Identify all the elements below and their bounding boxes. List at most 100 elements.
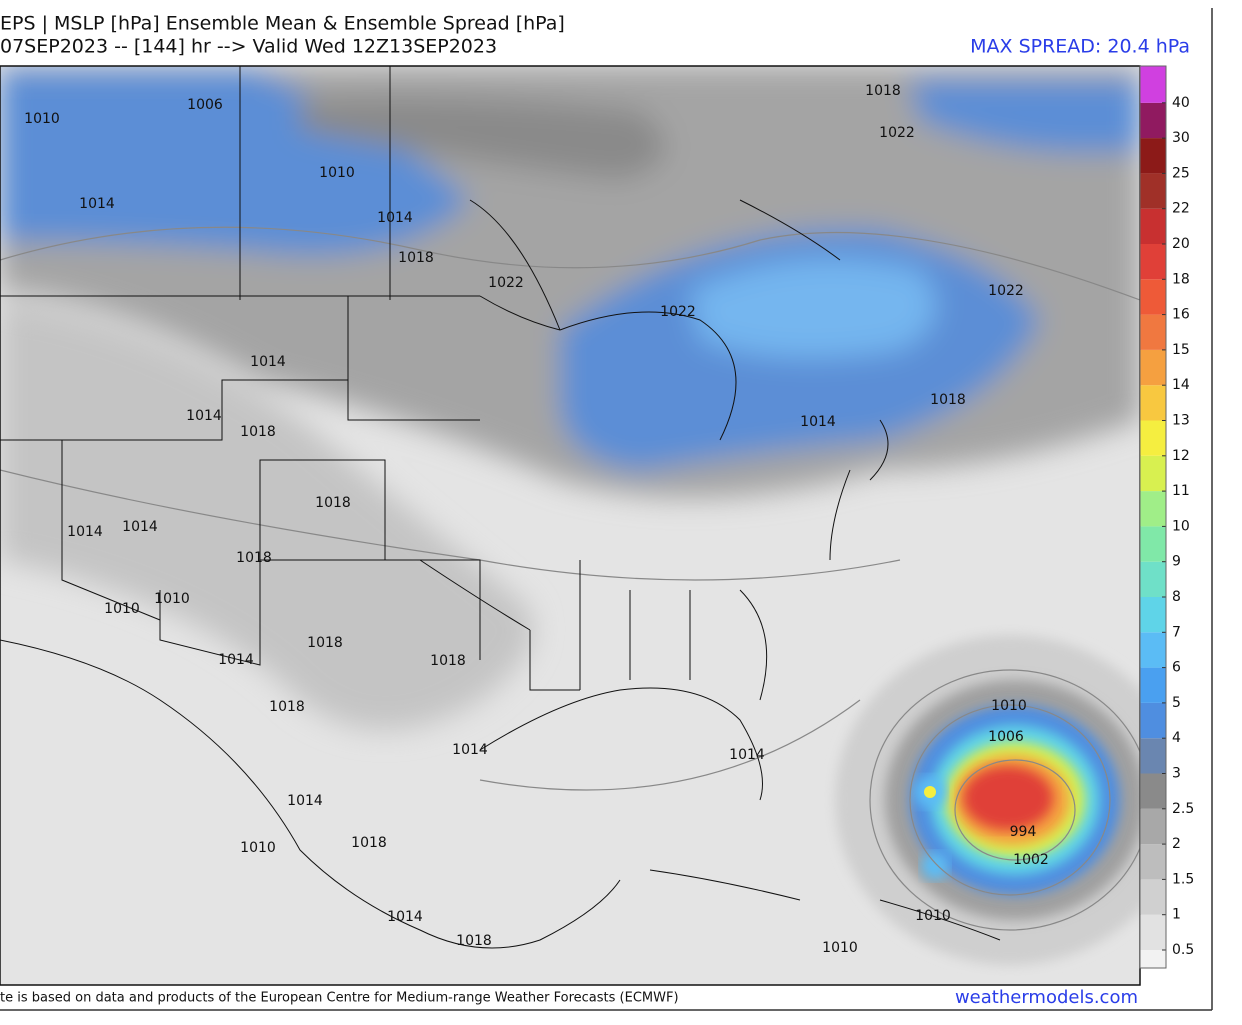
- colorbar-frame: [1139, 65, 1167, 969]
- colorbar-label: 6: [1172, 660, 1181, 676]
- isobar-label: 1010: [104, 601, 140, 617]
- colorbar-band: [1140, 349, 1166, 386]
- map: 1010 1006 1010 1014 1014 1018 1022 1018 …: [0, 66, 1140, 985]
- colorbar-band: [1140, 597, 1166, 633]
- colorbar-label: 0.5: [1172, 942, 1194, 958]
- colorbar-band: [1140, 561, 1166, 597]
- storm-spread: [835, 635, 1140, 965]
- colorbar-label: 3: [1172, 766, 1181, 782]
- max-spread: MAX SPREAD: 20.4 hPa: [970, 36, 1190, 58]
- colorbar-label: 1: [1172, 907, 1181, 923]
- colorbar-label: 5: [1172, 695, 1181, 711]
- title-line1: EPS | MSLP [hPa] Ensemble Mean & Ensembl…: [0, 13, 565, 35]
- colorbar-band: [1140, 279, 1166, 315]
- colorbar-band: [1140, 420, 1166, 456]
- isobar-label: 1010: [319, 165, 355, 181]
- colorbar-label: 1.5: [1172, 871, 1194, 887]
- colorbar-band: [1140, 244, 1166, 280]
- colorbar-band: [1140, 66, 1166, 103]
- isobar-label: 994: [1010, 824, 1037, 840]
- isobar-label: 1014: [79, 196, 115, 212]
- isobar-label: 1018: [430, 653, 466, 669]
- colorbar-label: 15: [1172, 342, 1190, 358]
- site[interactable]: weathermodels.com: [955, 987, 1138, 1008]
- colorbar-band: [1140, 526, 1166, 562]
- colorbar-label: 4: [1172, 730, 1181, 746]
- isobar-label: 1018: [456, 933, 492, 949]
- isobar-label: 1018: [351, 835, 387, 851]
- colorbar-band: [1140, 173, 1166, 209]
- isobar-label: 1022: [488, 275, 524, 291]
- colorbar-label: 14: [1172, 377, 1190, 393]
- isobar-label: 1018: [240, 424, 276, 440]
- isobar-label: 1014: [377, 210, 413, 226]
- colorbar-label: 2: [1172, 836, 1181, 852]
- colorbar-label: 20: [1172, 236, 1190, 252]
- colorbar-band: [1140, 314, 1166, 350]
- isobar-label: 1002: [1013, 852, 1049, 868]
- colorbar-band: [1140, 879, 1166, 915]
- isobar-label: 1018: [315, 495, 351, 511]
- isobar-label: 1022: [660, 304, 696, 320]
- colorbar-label: 12: [1172, 448, 1190, 464]
- isobar-label: 1014: [729, 747, 765, 763]
- isobar-label: 1018: [398, 250, 434, 266]
- colorbar-label: 9: [1172, 554, 1181, 570]
- colorbar-label: 22: [1172, 201, 1190, 217]
- isobar-label: 1014: [250, 354, 286, 370]
- isobar-label: 1014: [800, 414, 836, 430]
- colorbar-label: 13: [1172, 413, 1190, 429]
- colorbar-band: [1140, 385, 1166, 421]
- borders: [0, 66, 1001, 949]
- colorbar-band: [1140, 844, 1166, 880]
- title-line2: 07SEP2023 -- [144] hr --> Valid Wed 12Z1…: [0, 36, 497, 58]
- colorbar-band: [1140, 702, 1166, 739]
- colorbar-label: 18: [1172, 271, 1190, 287]
- colorbar-label: 30: [1172, 130, 1190, 146]
- isobar-label: 1022: [879, 125, 915, 141]
- colorbar-band: [1140, 138, 1166, 174]
- isobar-label: 1006: [988, 729, 1024, 745]
- isobar-label: 1010: [915, 908, 951, 924]
- isobar-label: 1010: [822, 940, 858, 956]
- isobar-label: 1018: [307, 635, 343, 651]
- colorbar-label: 10: [1172, 518, 1190, 534]
- isobar-label: 1014: [287, 793, 323, 809]
- colorbar-band: [1140, 632, 1166, 668]
- colorbar-band: [1140, 667, 1166, 703]
- isobar-label: 1014: [186, 408, 222, 424]
- isobar-label: 1022: [988, 283, 1024, 299]
- isobar-label: 1010: [154, 591, 190, 607]
- colorbar-label: 2.5: [1172, 801, 1194, 817]
- colorbar-label: 7: [1172, 624, 1181, 640]
- isobar-labels: 1010 1006 1010 1014 1014 1018 1022 1018 …: [24, 83, 1049, 956]
- isobar-label: 1014: [218, 652, 254, 668]
- isobar-label: 1010: [991, 698, 1027, 714]
- isobar-label: 1018: [236, 550, 272, 566]
- colorbar-band: [1140, 773, 1166, 809]
- colorbar-band: [1140, 738, 1166, 774]
- colorbar-band: [1140, 102, 1166, 139]
- colorbar-band: [1140, 208, 1166, 244]
- isobars: [0, 226, 1140, 931]
- isobar-label: 1006: [187, 97, 223, 113]
- colorbar-band: [1140, 491, 1166, 527]
- isobar-label: 1018: [930, 392, 966, 408]
- colorbar-label: 40: [1172, 95, 1190, 111]
- colorbar-label: 16: [1172, 307, 1190, 323]
- colorbar-band: [1140, 914, 1166, 950]
- isobar-label: 1014: [67, 524, 103, 540]
- colorbar-label: 8: [1172, 589, 1181, 605]
- isobar-label: 1014: [387, 909, 423, 925]
- isobar-label: 1018: [269, 699, 305, 715]
- colorbar-label: 11: [1172, 483, 1190, 499]
- colorbar-band: [1140, 950, 1166, 968]
- credit: te is based on data and products of the …: [0, 991, 679, 1006]
- colorbar-band: [1140, 808, 1166, 845]
- isobar-label: 1010: [240, 840, 276, 856]
- colorbar: 0.5 1 1.5 2 2.5 3 4 5 6 7 8 9 10 11 12 13 14 15 16 18 20 22 25…: [1139, 65, 1194, 969]
- colorbar-band: [1140, 455, 1166, 492]
- isobar-label: 1014: [122, 519, 158, 535]
- isobar-label: 1014: [452, 742, 488, 758]
